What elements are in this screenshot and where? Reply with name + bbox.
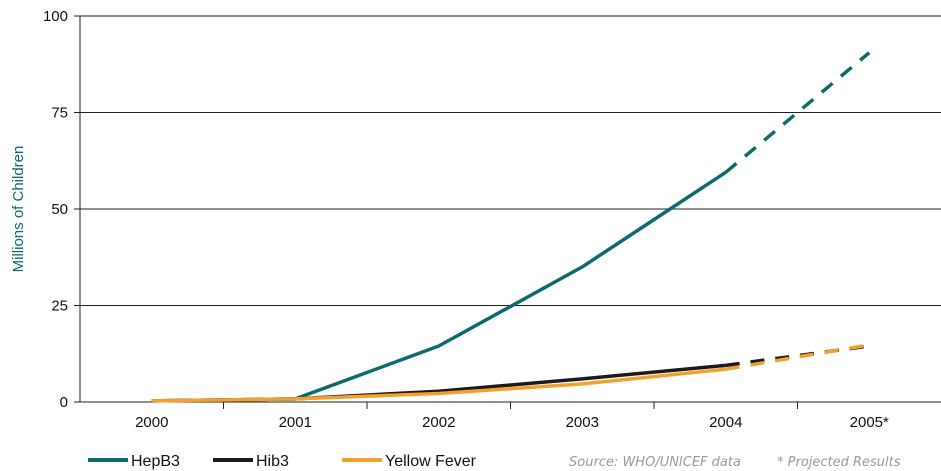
projected-footnote: * Projected Results [777, 455, 901, 470]
x-tick-label-2004: 2004 [709, 414, 742, 431]
series-line-hib3 [151, 363, 726, 403]
tick-labels: 0 25 50 75 100 2000 2001 2002 2003 2004 2005* [43, 8, 889, 431]
gridlines [80, 15, 941, 306]
y-tick-label-25: 25 [51, 298, 68, 315]
series-line-hepb3 [151, 170, 727, 403]
series-projection-hib3 [725, 344, 870, 368]
series-lines [151, 51, 871, 403]
series-line-yellow-fever [151, 367, 726, 403]
legend: HepB3 Hib3 Yellow Fever [88, 453, 477, 470]
y-axis-title: Millions of Children [10, 146, 27, 273]
source-note: Source: WHO/UNICEF data [569, 455, 741, 470]
x-tick-label-2000: 2000 [135, 414, 168, 431]
legend-label-hepb3: HepB3 [131, 453, 180, 470]
y-tick-label-50: 50 [51, 201, 68, 218]
x-tick-label-2003: 2003 [566, 414, 599, 431]
y-tick-label-75: 75 [51, 105, 68, 122]
axes [74, 15, 941, 409]
series-projection-yellow-fever [725, 343, 870, 371]
x-tick-label-2005*: 2005* [850, 414, 889, 431]
legend-label-hib3: Hib3 [256, 453, 289, 470]
y-tick-label-100: 100 [43, 8, 68, 25]
x-tick-label-2001: 2001 [279, 414, 312, 431]
y-tick-label-0: 0 [60, 394, 68, 411]
legend-label-yellow-fever: Yellow Fever [385, 453, 477, 470]
x-tick-label-2002: 2002 [422, 414, 455, 431]
series-projection-hepb3 [724, 51, 871, 174]
